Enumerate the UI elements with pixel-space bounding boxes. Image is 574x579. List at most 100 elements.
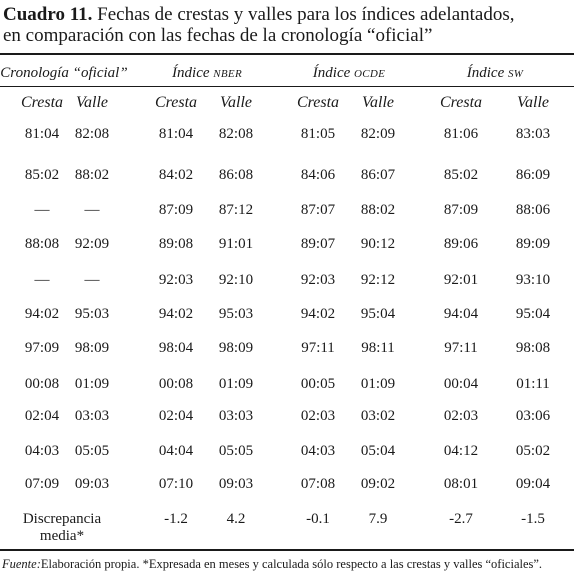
table-cell: 86:07 <box>360 167 396 183</box>
table-cell: 92:10 <box>218 272 254 288</box>
table-cell: 87:09 <box>158 202 194 218</box>
table-cell: 05:04 <box>360 443 396 459</box>
table-cell: 92:12 <box>360 272 396 288</box>
subheader-cresta: Cresta <box>20 94 64 111</box>
table-cell: 92:03 <box>158 272 194 288</box>
table-cell: 09:03 <box>218 476 254 492</box>
table-cell: 98:11 <box>361 340 395 356</box>
table-cell: 03:03 <box>218 408 254 424</box>
table-cell: 02:03 <box>443 408 479 424</box>
subheader-valle: Valle <box>362 94 394 111</box>
table-cell: 04:04 <box>158 443 194 459</box>
discrepancy-value: -2.7 <box>449 511 473 527</box>
table-cell: 91:01 <box>218 236 254 252</box>
table-cell: 88:02 <box>74 167 110 183</box>
table-cell: 88:02 <box>360 202 396 218</box>
discrepancy-label: Discrepancia media* <box>2 511 122 545</box>
table-cell: 92:03 <box>300 272 336 288</box>
subheader-cresta: Cresta <box>439 94 483 111</box>
table-cell: 02:04 <box>158 408 194 424</box>
table-cell: 86:09 <box>515 167 551 183</box>
table-cell: 92:09 <box>74 236 110 252</box>
discrepancy-value: 4.2 <box>226 511 246 527</box>
table-cell: 88:06 <box>515 202 551 218</box>
table-cell: 04:12 <box>443 443 479 459</box>
subheader-cresta: Cresta <box>154 94 198 111</box>
table-cell: 07:10 <box>158 476 194 492</box>
table-cell: 94:02 <box>158 306 194 322</box>
table-caption: Cuadro 11. Fechas de crestas y valles pa… <box>3 4 569 46</box>
table-cell: 02:03 <box>300 408 336 424</box>
table-cell: 95:04 <box>515 306 551 322</box>
table-cell: 95:03 <box>74 306 110 322</box>
table-cell: 00:08 <box>158 376 194 392</box>
table-cell: 98:09 <box>74 340 110 356</box>
table-cell: 04:03 <box>300 443 336 459</box>
caption-label: Cuadro 11. <box>3 4 93 25</box>
group-header-sw: Índice SW <box>430 64 560 83</box>
group-header-title: Índice <box>466 65 505 81</box>
table-cell: 00:08 <box>24 376 60 392</box>
discrepancy-value: -1.5 <box>521 511 545 527</box>
table-cell: 82:09 <box>360 126 396 142</box>
table-cell: 89:07 <box>300 236 336 252</box>
table-cell: 82:08 <box>74 126 110 142</box>
group-header-ocde: Índice OCDE <box>284 64 414 83</box>
table-cell: 81:05 <box>300 126 336 142</box>
table-cell: 94:02 <box>24 306 60 322</box>
top-rule <box>0 53 574 55</box>
table-cell: 03:06 <box>515 408 551 424</box>
table-cell: 01:09 <box>74 376 110 392</box>
source-note: Fuente:Elaboración propia. *Expresada en… <box>2 557 542 572</box>
table-cell: 09:02 <box>360 476 396 492</box>
table-cell: 00:05 <box>300 376 336 392</box>
caption-line-1: Cuadro 11. Fechas de crestas y valles pa… <box>3 4 569 25</box>
table-cell: — <box>84 202 100 218</box>
table-cell: 98:08 <box>515 340 551 356</box>
table-cell: 03:02 <box>360 408 396 424</box>
caption-title-1: Fechas de crestas y valles para los índi… <box>97 4 515 25</box>
table-cell: 97:11 <box>444 340 478 356</box>
table-cell: 81:04 <box>158 126 194 142</box>
table-cell: 09:04 <box>515 476 551 492</box>
discrepancy-label-line-2: media* <box>39 528 85 544</box>
table-cell: — <box>34 272 50 288</box>
table-cell: 84:06 <box>300 167 336 183</box>
discrepancy-value: 7.9 <box>368 511 388 527</box>
table-cell: 98:09 <box>218 340 254 356</box>
table-cell: 95:03 <box>218 306 254 322</box>
table-cell: 97:11 <box>301 340 335 356</box>
table-cell: 87:12 <box>218 202 254 218</box>
source-text: Elaboración propia. *Expresada en meses … <box>40 557 543 571</box>
table-cell: 84:02 <box>158 167 194 183</box>
caption-line-2: en comparación con las fechas de la cron… <box>3 25 433 46</box>
group-header-index-name: OCDE <box>354 68 386 80</box>
group-header-title: Índice <box>172 65 210 81</box>
bottom-rule <box>0 549 574 551</box>
group-header-title: Índice <box>312 65 351 81</box>
table-cell: 85:02 <box>24 167 60 183</box>
table-cell: 01:11 <box>516 376 550 392</box>
table-cell: 92:01 <box>443 272 479 288</box>
table-cell: 05:02 <box>515 443 551 459</box>
table-cell: 07:08 <box>300 476 336 492</box>
subheader-valle: Valle <box>76 94 108 111</box>
subheader-valle: Valle <box>220 94 252 111</box>
discrepancy-label-line-1: Discrepancia <box>22 511 102 527</box>
table-cell: 83:03 <box>515 126 551 142</box>
group-header-index-name: NBER <box>213 68 242 80</box>
table-cell: 08:01 <box>443 476 479 492</box>
table-cell: 93:10 <box>515 272 551 288</box>
table-cell: 05:05 <box>74 443 110 459</box>
table-cell: — <box>84 272 100 288</box>
table-cell: 89:06 <box>443 236 479 252</box>
table-cell: 02:04 <box>24 408 60 424</box>
discrepancy-value: -1.2 <box>164 511 188 527</box>
table-cell: 82:08 <box>218 126 254 142</box>
table-cell: 81:04 <box>24 126 60 142</box>
table-cell: 81:06 <box>443 126 479 142</box>
table-cell: — <box>34 202 50 218</box>
table-cell: 98:04 <box>158 340 194 356</box>
table-cell: 00:04 <box>443 376 479 392</box>
group-header-title: Cronología “oficial” <box>0 65 128 81</box>
